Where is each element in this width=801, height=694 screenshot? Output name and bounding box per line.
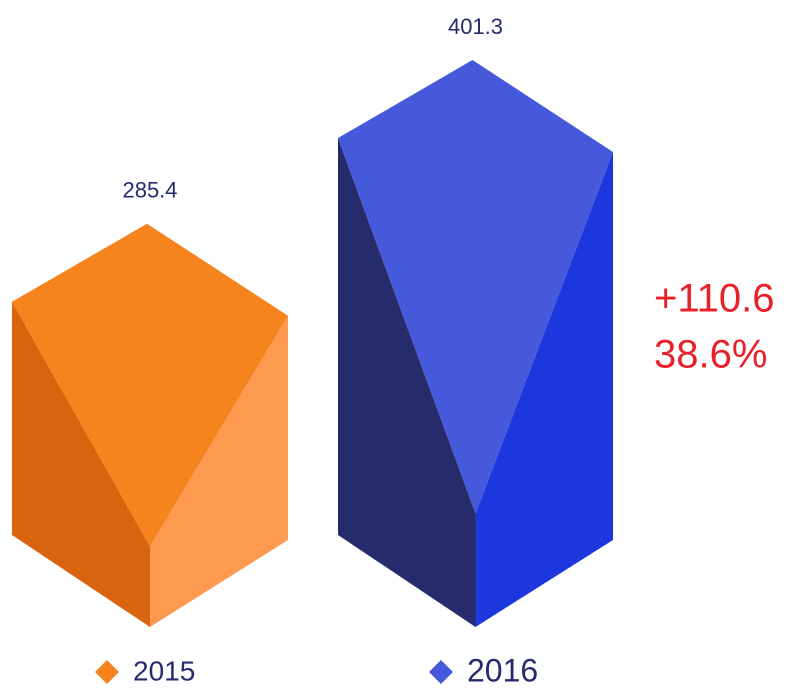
prism-front-face [12,223,288,547]
legend-marker [429,660,453,684]
prism-right-face [150,315,288,627]
prism-front-face [338,60,613,514]
legend-label: 2015 [133,655,195,686]
prism-right-face [475,152,613,627]
value-label: 285.4 [122,178,177,203]
annotation: +110.6 [654,277,775,321]
value-label: 401.3 [448,14,503,39]
annotation: 38.6% [654,333,767,377]
prism-left-face [338,138,476,627]
prism-left-face [12,301,150,627]
legend-label: 2016 [467,652,538,688]
legend-marker [95,660,119,684]
